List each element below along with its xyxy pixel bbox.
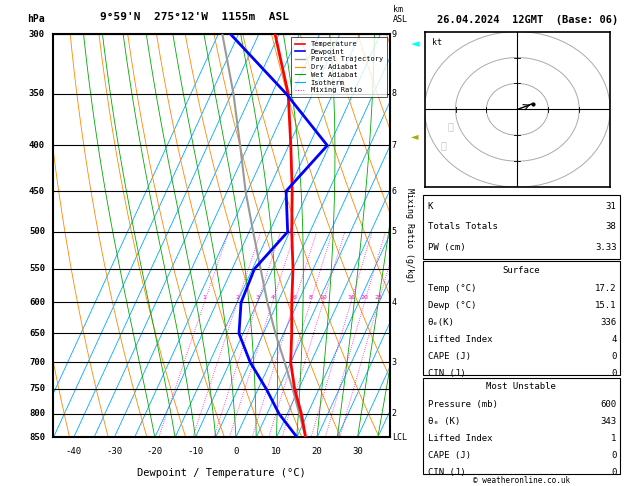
Text: 7: 7 xyxy=(392,141,397,150)
Text: LCL: LCL xyxy=(392,433,407,442)
Text: 5: 5 xyxy=(392,227,397,236)
Text: 350: 350 xyxy=(29,89,45,98)
Text: 9°59'N  275°12'W  1155m  ASL: 9°59'N 275°12'W 1155m ASL xyxy=(100,12,289,22)
Text: Totals Totals: Totals Totals xyxy=(428,223,498,231)
Text: ⨃: ⨃ xyxy=(440,140,446,150)
Text: 550: 550 xyxy=(29,264,45,273)
Text: 4: 4 xyxy=(392,298,397,307)
Text: 4: 4 xyxy=(611,335,616,344)
Text: -30: -30 xyxy=(106,448,123,456)
Text: Dewp (°C): Dewp (°C) xyxy=(428,301,476,310)
Text: 2: 2 xyxy=(235,295,239,300)
Text: 16: 16 xyxy=(347,295,355,300)
Text: 9: 9 xyxy=(392,30,397,38)
Text: 0: 0 xyxy=(611,451,616,460)
Text: 6: 6 xyxy=(292,295,296,300)
Text: -40: -40 xyxy=(65,448,82,456)
Text: 0: 0 xyxy=(611,352,616,361)
Text: 20: 20 xyxy=(311,448,323,456)
Text: 31: 31 xyxy=(606,202,616,210)
Text: θₑ(K): θₑ(K) xyxy=(428,318,455,327)
Text: 1: 1 xyxy=(203,295,206,300)
Text: 3: 3 xyxy=(255,295,260,300)
Text: CAPE (J): CAPE (J) xyxy=(428,451,470,460)
Text: 20: 20 xyxy=(360,295,369,300)
Text: 400: 400 xyxy=(29,141,45,150)
Text: 750: 750 xyxy=(29,384,45,394)
Text: ⨃: ⨃ xyxy=(448,121,454,131)
Text: 500: 500 xyxy=(29,227,45,236)
Text: Lifted Index: Lifted Index xyxy=(428,434,493,443)
Text: 450: 450 xyxy=(29,187,45,195)
Text: 8: 8 xyxy=(308,295,312,300)
Text: 336: 336 xyxy=(600,318,616,327)
Text: 800: 800 xyxy=(29,409,45,418)
Text: 15.1: 15.1 xyxy=(595,301,616,310)
Text: θₑ (K): θₑ (K) xyxy=(428,417,460,426)
Text: K: K xyxy=(428,202,433,210)
Text: Temp (°C): Temp (°C) xyxy=(428,284,476,293)
Text: CIN (J): CIN (J) xyxy=(428,369,465,378)
Text: 700: 700 xyxy=(29,358,45,367)
Text: 1: 1 xyxy=(611,434,616,443)
Text: 30: 30 xyxy=(352,448,363,456)
Text: 3.33: 3.33 xyxy=(595,243,616,252)
Text: 0: 0 xyxy=(611,469,616,477)
Text: 38: 38 xyxy=(606,223,616,231)
Legend: Temperature, Dewpoint, Parcel Trajectory, Dry Adiabat, Wet Adiabat, Isotherm, Mi: Temperature, Dewpoint, Parcel Trajectory… xyxy=(291,37,386,97)
Text: 10: 10 xyxy=(271,448,282,456)
Text: 3: 3 xyxy=(392,358,397,367)
Text: ◄: ◄ xyxy=(411,131,419,141)
Text: CIN (J): CIN (J) xyxy=(428,469,465,477)
Text: kt: kt xyxy=(432,37,442,47)
Text: Dewpoint / Temperature (°C): Dewpoint / Temperature (°C) xyxy=(137,468,306,478)
Text: -20: -20 xyxy=(147,448,163,456)
Text: 26.04.2024  12GMT  (Base: 06): 26.04.2024 12GMT (Base: 06) xyxy=(437,16,618,25)
Text: 10: 10 xyxy=(319,295,327,300)
Text: 650: 650 xyxy=(29,329,45,338)
Text: Most Unstable: Most Unstable xyxy=(486,382,556,391)
Text: 600: 600 xyxy=(29,298,45,307)
Text: 300: 300 xyxy=(29,30,45,38)
Text: -10: -10 xyxy=(187,448,203,456)
Text: 25: 25 xyxy=(374,295,382,300)
Text: 600: 600 xyxy=(600,400,616,409)
Text: hPa: hPa xyxy=(28,14,45,24)
Text: PW (cm): PW (cm) xyxy=(428,243,465,252)
Text: 2: 2 xyxy=(392,409,397,418)
Text: ◄: ◄ xyxy=(411,39,420,49)
Text: Mixing Ratio (g/kg): Mixing Ratio (g/kg) xyxy=(405,188,414,283)
Text: km
ASL: km ASL xyxy=(392,4,408,24)
Text: 6: 6 xyxy=(392,187,397,195)
Text: 17.2: 17.2 xyxy=(595,284,616,293)
Text: 0: 0 xyxy=(611,369,616,378)
Text: Lifted Index: Lifted Index xyxy=(428,335,493,344)
Text: © weatheronline.co.uk: © weatheronline.co.uk xyxy=(472,476,570,485)
Text: CAPE (J): CAPE (J) xyxy=(428,352,470,361)
Text: 850: 850 xyxy=(29,433,45,442)
Text: 8: 8 xyxy=(392,89,397,98)
Text: Pressure (mb): Pressure (mb) xyxy=(428,400,498,409)
Text: Surface: Surface xyxy=(503,266,540,275)
Text: 0: 0 xyxy=(233,448,238,456)
Text: 4: 4 xyxy=(270,295,274,300)
Text: 343: 343 xyxy=(600,417,616,426)
